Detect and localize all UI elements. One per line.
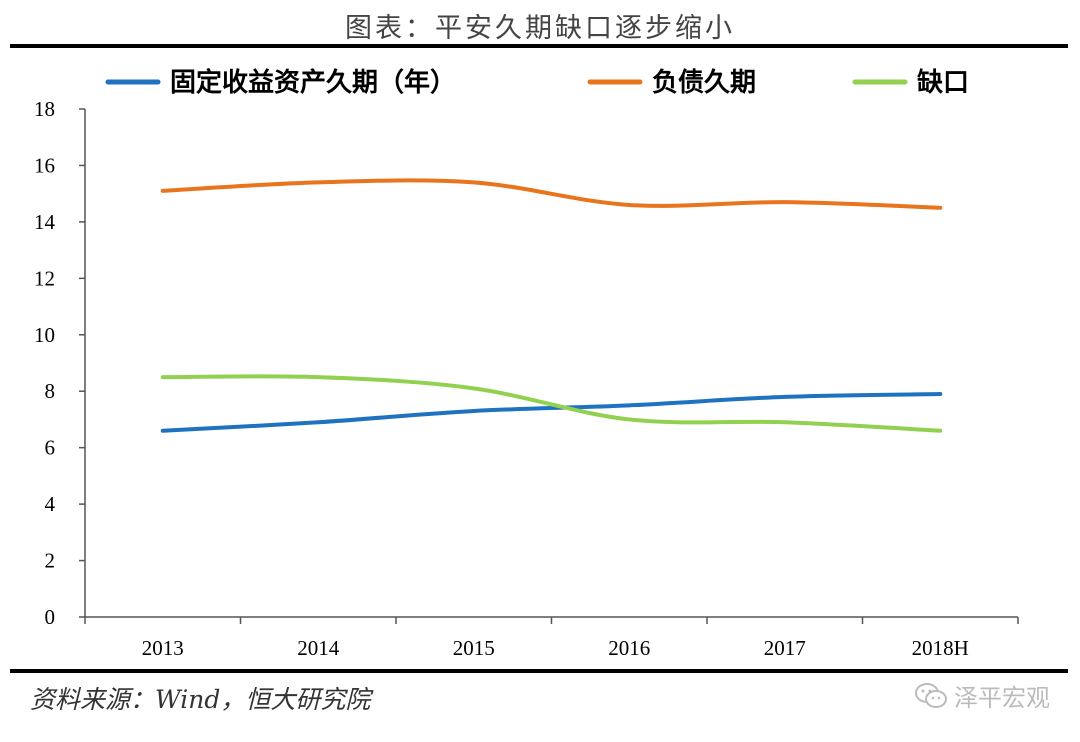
data-point-fixed-income-duration (783, 395, 787, 399)
data-point-liability-duration (472, 180, 476, 184)
axes: 0 2 4 6 8 10 12 14 16 18 2013 2014 2015 2016 2017 2018H (34, 97, 1019, 660)
data-point-fixed-income-duration (316, 420, 320, 424)
watermark-text: 泽平宏观 (954, 684, 1050, 712)
top-rule (10, 44, 1068, 48)
y-tick-label: 4 (45, 492, 56, 516)
data-point-duration-gap (783, 420, 787, 424)
y-tick-label: 0 (45, 605, 56, 629)
y-tick-label: 6 (45, 436, 56, 460)
series-line-liability-duration (160, 178, 943, 210)
y-tick-label: 10 (34, 323, 55, 347)
data-point-duration-gap (316, 375, 320, 379)
y-tick-label: 14 (34, 210, 56, 234)
bottom-rule (10, 669, 1068, 673)
series-line-duration-gap (160, 374, 943, 433)
watermark: 泽平宏观 (914, 678, 1050, 713)
data-point-liability-duration (316, 180, 320, 184)
data-point-liability-duration (161, 189, 165, 193)
data-point-fixed-income-duration (472, 409, 476, 413)
data-point-liability-duration (627, 203, 631, 207)
source-note: 资料来源：Wind，恒大研究院 (30, 685, 371, 714)
data-point-liability-duration (938, 206, 942, 210)
data-point-duration-gap (938, 429, 942, 433)
x-tick-label: 2014 (297, 636, 340, 660)
data-point-fixed-income-duration (627, 403, 631, 407)
chart-title: 图表：平安久期缺口逐步缩小 (345, 13, 735, 44)
series-lines (160, 178, 943, 433)
legend-label-fixed-income-duration: 固定收益资产久期（年） (170, 67, 456, 98)
x-tick-label: 2013 (142, 636, 184, 660)
legend-label-duration-gap: 缺口 (917, 68, 969, 98)
data-point-duration-gap (627, 417, 631, 421)
x-tick-label: 2016 (608, 636, 650, 660)
data-point-fixed-income-duration (938, 392, 942, 396)
series-line-fixed-income-duration (160, 392, 943, 433)
x-tick-label: 2018H (912, 636, 969, 660)
data-point-duration-gap (472, 386, 476, 390)
y-tick-label: 16 (34, 153, 55, 177)
wechat-icon (915, 682, 947, 708)
y-tick-label: 8 (45, 379, 56, 403)
legend: 固定收益资产久期（年） 负债久期 缺口 (105, 67, 969, 98)
x-tick-label: 2017 (764, 636, 806, 660)
data-point-duration-gap (161, 375, 165, 379)
data-point-liability-duration (783, 200, 787, 204)
x-tick-label: 2015 (453, 636, 495, 660)
y-tick-label: 12 (34, 266, 55, 290)
data-point-fixed-income-duration (161, 429, 165, 433)
y-tick-label: 18 (34, 97, 55, 121)
legend-label-liability-duration: 负债久期 (652, 68, 756, 98)
y-tick-label: 2 (45, 549, 56, 573)
